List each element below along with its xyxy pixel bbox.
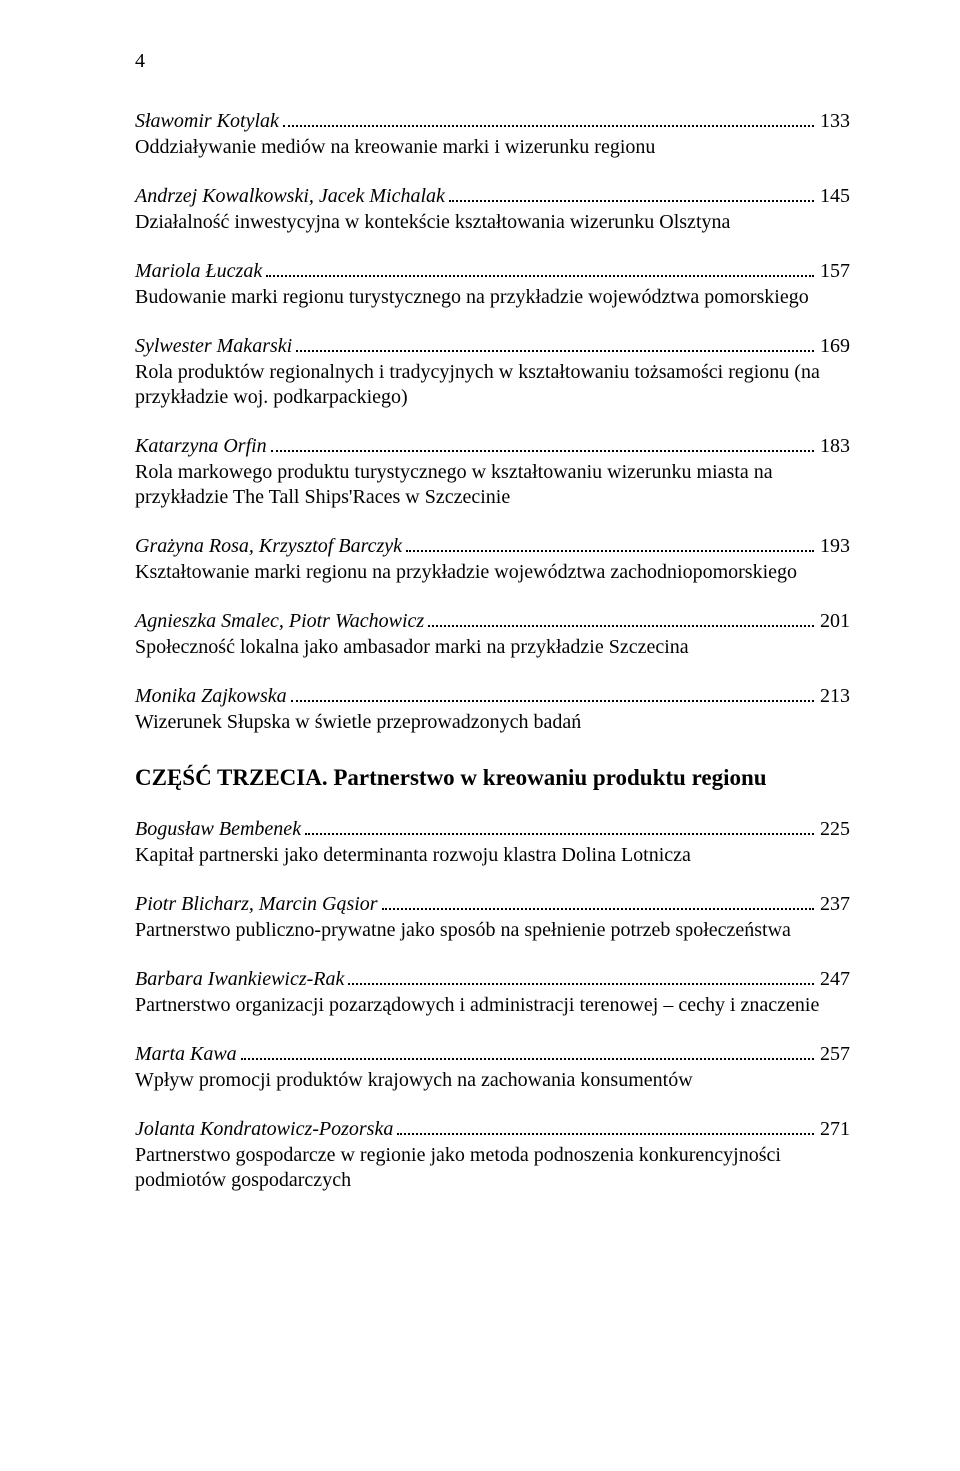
toc-author: Sylwester Makarski xyxy=(135,335,292,358)
toc-author: Andrzej Kowalkowski, Jacek Michalak xyxy=(135,185,445,208)
toc-title: Rola produktów regionalnych i tradycyjny… xyxy=(135,360,850,410)
toc-leader-row: Katarzyna Orfin 183 xyxy=(135,432,850,458)
toc-entry: Sławomir Kotylak 133Oddziaływanie mediów … xyxy=(135,107,850,160)
toc-entry: Bogusław Bembenek 225Kapitał partnerski j… xyxy=(135,815,850,868)
leader-dots xyxy=(382,890,814,910)
leader-dots xyxy=(305,815,814,835)
toc-title: Społeczność lokalna jako ambasador marki… xyxy=(135,635,850,660)
toc-author: Agnieszka Smalec, Piotr Wachowicz xyxy=(135,610,424,633)
leader-dots xyxy=(241,1040,814,1060)
leader-dots xyxy=(271,432,814,452)
toc-title: Oddziaływanie mediów na kreowanie marki … xyxy=(135,135,850,160)
leader-dots xyxy=(428,607,814,627)
toc-page-number: 271 xyxy=(820,1118,850,1141)
toc-title: Wizerunek Słupska w świetle przeprowadzo… xyxy=(135,710,850,735)
leader-dots xyxy=(348,965,814,985)
toc-page-number: 157 xyxy=(820,260,850,283)
toc-leader-row: Bogusław Bembenek 225 xyxy=(135,815,850,841)
toc-page-number: 193 xyxy=(820,535,850,558)
toc-author: Barbara Iwankiewicz-Rak xyxy=(135,968,344,991)
toc-title: Kapitał partnerski jako determinanta roz… xyxy=(135,843,850,868)
toc-title: Partnerstwo publiczno-prywatne jako spos… xyxy=(135,918,850,943)
toc-title: Kształtowanie marki regionu na przykładz… xyxy=(135,560,850,585)
toc-leader-row: Grażyna Rosa, Krzysztof Barczyk 193 xyxy=(135,532,850,558)
toc-page-number: 201 xyxy=(820,610,850,633)
toc-author: Monika Zajkowska xyxy=(135,685,287,708)
toc-author: Marta Kawa xyxy=(135,1043,237,1066)
toc-page-number: 183 xyxy=(820,435,850,458)
toc-page-number: 145 xyxy=(820,185,850,208)
page-number: 4 xyxy=(135,50,850,73)
toc-entry: Andrzej Kowalkowski, Jacek Michalak 145Dz… xyxy=(135,182,850,235)
toc-entry: Sylwester Makarski 169Rola produktów regi… xyxy=(135,332,850,410)
toc-leader-row: Mariola Łuczak 157 xyxy=(135,257,850,283)
toc-page-number: 257 xyxy=(820,1043,850,1066)
toc-leader-row: Sylwester Makarski 169 xyxy=(135,332,850,358)
toc-page-number: 169 xyxy=(820,335,850,358)
toc-leader-row: Sławomir Kotylak 133 xyxy=(135,107,850,133)
toc-author: Jolanta Kondratowicz-Pozorska xyxy=(135,1118,393,1141)
toc-leader-row: Monika Zajkowska 213 xyxy=(135,682,850,708)
toc-page-number: 237 xyxy=(820,893,850,916)
leader-dots xyxy=(397,1115,814,1135)
toc-leader-row: Marta Kawa 257 xyxy=(135,1040,850,1066)
toc-page-number: 133 xyxy=(820,110,850,133)
toc-entry: Grażyna Rosa, Krzysztof Barczyk 193Kształ… xyxy=(135,532,850,585)
leader-dots xyxy=(291,682,814,702)
toc-entry: Katarzyna Orfin 183Rola markowego produkt… xyxy=(135,432,850,510)
toc-title: Działalność inwestycyjna w kontekście ks… xyxy=(135,210,850,235)
leader-dots xyxy=(296,332,814,352)
toc-entry: Piotr Blicharz, Marcin Gąsior 237Partners… xyxy=(135,890,850,943)
section-heading: CZĘŚĆ TRZECIA. Partnerstwo w kreowaniu p… xyxy=(135,765,850,791)
toc-leader-row: Barbara Iwankiewicz-Rak 247 xyxy=(135,965,850,991)
toc-title: Rola markowego produktu turystycznego w … xyxy=(135,460,850,510)
toc-page-number: 247 xyxy=(820,968,850,991)
toc-page-number: 213 xyxy=(820,685,850,708)
toc-entry: Jolanta Kondratowicz-Pozorska 271Partners… xyxy=(135,1115,850,1193)
toc-entry: Marta Kawa 257Wpływ promocji produktów kr… xyxy=(135,1040,850,1093)
toc-author: Katarzyna Orfin xyxy=(135,435,267,458)
leader-dots xyxy=(266,257,814,277)
toc-author: Bogusław Bembenek xyxy=(135,818,301,841)
toc-content: Sławomir Kotylak 133Oddziaływanie mediów … xyxy=(135,107,850,1193)
toc-leader-row: Agnieszka Smalec, Piotr Wachowicz 201 xyxy=(135,607,850,633)
toc-entry: Barbara Iwankiewicz-Rak 247Partnerstwo or… xyxy=(135,965,850,1018)
leader-dots xyxy=(283,107,814,127)
toc-author: Sławomir Kotylak xyxy=(135,110,279,133)
toc-leader-row: Piotr Blicharz, Marcin Gąsior 237 xyxy=(135,890,850,916)
toc-author: Grażyna Rosa, Krzysztof Barczyk xyxy=(135,535,402,558)
toc-leader-row: Jolanta Kondratowicz-Pozorska 271 xyxy=(135,1115,850,1141)
leader-dots xyxy=(449,182,814,202)
toc-page-number: 225 xyxy=(820,818,850,841)
toc-leader-row: Andrzej Kowalkowski, Jacek Michalak 145 xyxy=(135,182,850,208)
toc-author: Mariola Łuczak xyxy=(135,260,262,283)
page: 4 Sławomir Kotylak 133Oddziaływanie medió… xyxy=(0,0,960,1471)
toc-author: Piotr Blicharz, Marcin Gąsior xyxy=(135,893,378,916)
toc-entry: Agnieszka Smalec, Piotr Wachowicz 201Społ… xyxy=(135,607,850,660)
toc-title: Wpływ promocji produktów krajowych na za… xyxy=(135,1068,850,1093)
toc-title: Partnerstwo organizacji pozarządowych i … xyxy=(135,993,850,1018)
toc-title: Budowanie marki regionu turystycznego na… xyxy=(135,285,850,310)
leader-dots xyxy=(406,532,814,552)
toc-title: Partnerstwo gospodarcze w regionie jako … xyxy=(135,1143,850,1193)
toc-entry: Monika Zajkowska 213Wizerunek Słupska w ś… xyxy=(135,682,850,735)
toc-entry: Mariola Łuczak 157Budowanie marki regionu… xyxy=(135,257,850,310)
